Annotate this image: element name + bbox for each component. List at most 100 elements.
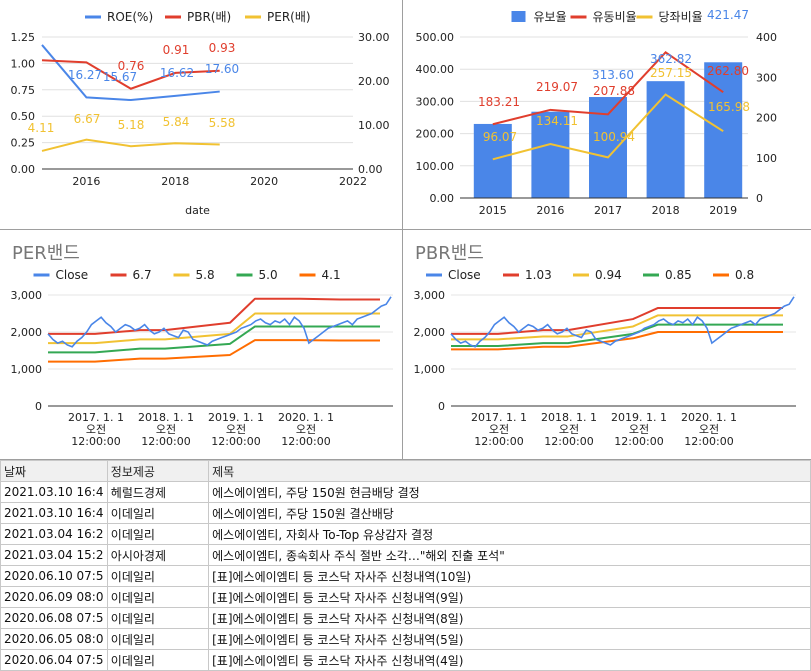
- x-tick: 오전: [489, 423, 509, 436]
- y-right-tick: 0: [756, 192, 763, 205]
- roe-pbr-per-chart: 0.00 0.25 0.50 0.75 1.00 1.25 0.00 10.00 20.00 30…: [0, 0, 402, 229]
- news-title[interactable]: [표]에스에이엠티 등 코스닥 자사주 신청내역(10일): [208, 565, 811, 587]
- per-band-chart: PER밴드 0 1,000 2,000 3,000 Close 6.7 5.8 5.0 4.1 20…: [0, 230, 402, 459]
- x-tick: 오전: [156, 423, 176, 436]
- y-left-tick: 100.00: [416, 160, 455, 173]
- header-source[interactable]: 정보제공: [106, 460, 210, 482]
- data-label: 219.07: [536, 80, 578, 94]
- y-left-tick: 0.00: [430, 192, 455, 205]
- data-label: 100.94: [593, 130, 635, 144]
- x-tick: 2016: [536, 204, 564, 217]
- data-label: 165.98: [708, 100, 750, 114]
- data-label: 257.15: [650, 66, 692, 80]
- x-tick: 2022: [339, 175, 367, 188]
- y-tick: 0: [35, 400, 42, 413]
- data-label: 17.60: [205, 62, 239, 76]
- news-row[interactable]: 2021.03.04 16:2 이데일리 에스에이엠티, 자회사 To-Top 유상…: [0, 523, 811, 545]
- news-title[interactable]: [표]에스에이엠티 등 코스닥 자사주 신청내역(8일): [208, 607, 811, 629]
- news-row[interactable]: 2020.06.05 08:0 이데일리 [표]에스에이엠티 등 코스닥 자사주 신…: [0, 628, 811, 650]
- x-tick: 2019. 1. 1: [208, 411, 264, 424]
- data-label: 6.67: [74, 112, 101, 126]
- news-title[interactable]: 에스에이엠티, 주당 150원 현금배당 결정: [208, 481, 811, 503]
- x-tick: 12:00:00: [474, 435, 523, 448]
- legend-label: PBR(배): [187, 10, 231, 24]
- news-date: 2020.06.05 08:0: [0, 628, 108, 650]
- x-tick: 12:00:00: [614, 435, 663, 448]
- y-tick: 2,000: [11, 326, 43, 339]
- news-title[interactable]: [표]에스에이엠티 등 코스닥 자사주 신청내역(5일): [208, 628, 811, 650]
- data-label: 0.91: [163, 43, 190, 57]
- series-line-PER(배): [41, 138, 220, 152]
- news-source: 이데일리: [106, 586, 210, 608]
- y-tick: 3,000: [11, 289, 43, 302]
- y-left-tick: 0.25: [11, 137, 36, 150]
- news-title[interactable]: [표]에스에이엠티 등 코스닥 자사주 신청내역(4일): [208, 649, 811, 671]
- y-left-tick: 300.00: [416, 95, 455, 108]
- legend-label: 유보율: [534, 10, 567, 24]
- legend-label: 5.0: [259, 268, 278, 282]
- band-line-0.94: [451, 314, 783, 341]
- news-date: 2020.06.08 07:5: [0, 607, 108, 629]
- x-tick: 2017: [594, 204, 622, 217]
- news-row[interactable]: 2020.06.08 07:5 이데일리 [표]에스에이엠티 등 코스닥 자사주 신…: [0, 607, 811, 629]
- news-title[interactable]: [표]에스에이엠티 등 코스닥 자사주 신청내역(9일): [208, 586, 811, 608]
- data-label: 183.21: [478, 95, 520, 109]
- news-title[interactable]: 에스에이엠티, 종속회사 주식 절반 소각…"해외 진출 포석": [208, 544, 811, 566]
- legend-label: 0.8: [735, 268, 754, 282]
- close-line: [47, 296, 392, 348]
- news-header-row: 날짜 정보제공 제목: [0, 460, 811, 482]
- series-line-PBR(배): [41, 59, 220, 90]
- news-row[interactable]: 2020.06.04 07:5 이데일리 [표]에스에이엠티 등 코스닥 자사주 신…: [0, 649, 811, 671]
- x-tick: 2015: [479, 204, 507, 217]
- table-divider: [0, 459, 811, 460]
- news-source: 이데일리: [106, 607, 210, 629]
- legend-label: 0.85: [665, 268, 692, 282]
- data-label: 16.62: [160, 66, 194, 80]
- band-line-5.0: [48, 325, 380, 354]
- news-row[interactable]: 2021.03.10 16:4 헤럴드경제 에스에이엠티, 주당 150원 현금배당…: [0, 481, 811, 503]
- x-tick: 2018: [161, 175, 189, 188]
- news-row[interactable]: 2020.06.09 08:0 이데일리 [표]에스에이엠티 등 코스닥 자사주 신…: [0, 586, 811, 608]
- legend-label: 5.8: [196, 268, 215, 282]
- y-tick: 2,000: [414, 326, 446, 339]
- data-label: 96.07: [483, 130, 517, 144]
- x-tick: 12:00:00: [544, 435, 593, 448]
- y-left-tick: 500.00: [416, 31, 455, 44]
- data-label: 207.88: [593, 84, 635, 98]
- band-line-0.8: [451, 331, 783, 351]
- data-label: 134.11: [536, 114, 578, 128]
- x-tick: 오전: [226, 423, 246, 436]
- bar-2017: [589, 97, 627, 198]
- news-row[interactable]: 2020.06.10 07:5 이데일리 [표]에스에이엠티 등 코스닥 자사주 신…: [0, 565, 811, 587]
- series-line-유동비율: [492, 50, 724, 126]
- data-label: 362.82: [650, 52, 692, 66]
- x-tick: 2020: [250, 175, 278, 188]
- data-label: 5.18: [118, 118, 145, 132]
- x-tick: 2018: [652, 204, 680, 217]
- panel-divider-vertical: [402, 0, 403, 460]
- y-right-tick: 0.00: [358, 163, 383, 176]
- news-row[interactable]: 2021.03.10 16:4 이데일리 에스에이엠티, 주당 150원 결산배당: [0, 502, 811, 524]
- x-tick: 12:00:00: [211, 435, 260, 448]
- y-right-tick: 100: [756, 152, 777, 165]
- x-tick: 12:00:00: [684, 435, 733, 448]
- x-tick: 2020. 1. 1: [681, 411, 737, 424]
- news-source: 아시아경제: [106, 544, 210, 566]
- band-line-6.7: [48, 297, 380, 335]
- news-date: 2021.03.04 16:2: [0, 523, 108, 545]
- legend-label: 유동비율: [593, 10, 637, 24]
- x-tick: 오전: [629, 423, 649, 436]
- news-title[interactable]: 에스에이엠티, 주당 150원 결산배당: [208, 502, 811, 524]
- data-label: 262.80: [707, 64, 749, 78]
- x-tick: 2018. 1. 1: [138, 411, 194, 424]
- news-row[interactable]: 2021.03.04 15:2 아시아경제 에스에이엠티, 종속회사 주식 절반 소…: [0, 544, 811, 566]
- x-tick: 오전: [86, 423, 106, 436]
- news-title[interactable]: 에스에이엠티, 자회사 To-Top 유상감자 결정: [208, 523, 811, 545]
- legend-label: 당좌비율: [659, 10, 703, 24]
- x-tick: 오전: [559, 423, 579, 436]
- legend-label: ROE(%): [107, 10, 153, 24]
- news-date: 2021.03.04 15:2: [0, 544, 108, 566]
- bar-2016: [531, 111, 570, 198]
- header-date[interactable]: 날짜: [0, 460, 108, 482]
- header-title[interactable]: 제목: [208, 460, 811, 482]
